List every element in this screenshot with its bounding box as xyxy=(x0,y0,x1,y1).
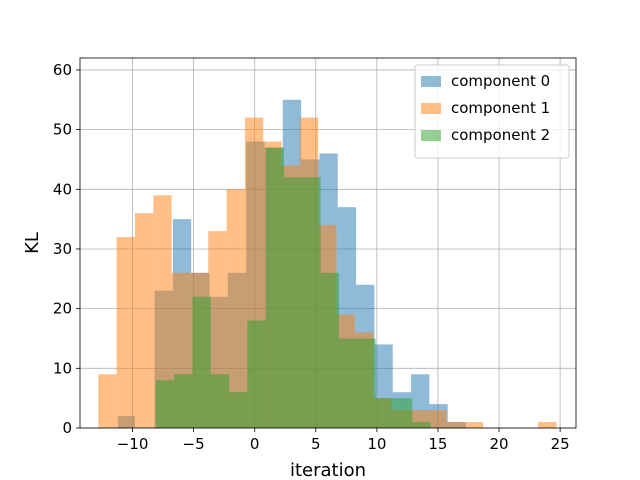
axis-ticks: −10 −5 0 5 10 15 20 25 0 10 20 30 40 50 60 xyxy=(53,61,570,453)
y-tick-label: 20 xyxy=(53,300,72,318)
legend-swatch xyxy=(421,103,441,114)
y-tick-label: 30 xyxy=(53,240,72,258)
series-2-bars xyxy=(155,147,431,429)
histogram-bar xyxy=(265,147,285,429)
x-tick-label: 20 xyxy=(489,435,508,453)
histogram-bar xyxy=(357,338,376,428)
histogram-bar xyxy=(428,410,447,428)
legend: component 0 component 1 component 2 xyxy=(414,64,570,159)
histogram-bar xyxy=(174,374,193,428)
y-tick-label: 40 xyxy=(53,180,72,198)
histogram-bar xyxy=(116,237,135,428)
x-tick-label: 5 xyxy=(311,435,321,453)
histogram-bar xyxy=(98,374,117,428)
histogram-bars xyxy=(98,99,557,429)
legend-label: component 1 xyxy=(451,99,550,117)
legend-items: component 0 component 1 component 2 xyxy=(421,72,550,144)
histogram-bar xyxy=(155,380,175,428)
x-axis-label: iteration xyxy=(290,460,366,480)
legend-box xyxy=(414,64,570,159)
histogram-bar xyxy=(375,398,394,428)
histogram-bar xyxy=(284,177,303,428)
legend-swatch xyxy=(421,130,441,141)
histogram-bar xyxy=(134,213,154,428)
histogram-bar xyxy=(412,422,431,428)
x-tick-label: 15 xyxy=(428,435,447,453)
histogram-bar xyxy=(302,177,321,428)
legend-label: component 0 xyxy=(451,72,550,90)
legend-label: component 2 xyxy=(451,126,550,144)
x-tick-label: −10 xyxy=(117,435,149,453)
x-tick-label: 25 xyxy=(551,435,570,453)
y-tick-label: 50 xyxy=(53,121,72,139)
legend-swatch xyxy=(421,76,441,87)
y-tick-label: 0 xyxy=(62,419,72,437)
histogram-bar xyxy=(538,422,557,428)
legend-item: component 2 xyxy=(421,126,550,144)
x-tick-label: 0 xyxy=(250,435,260,453)
y-tick-label: 10 xyxy=(53,359,72,377)
histogram-bar xyxy=(338,338,358,428)
y-tick-label: 60 xyxy=(53,61,72,79)
y-axis-label: KL xyxy=(22,232,43,254)
histogram-bar xyxy=(320,272,339,428)
histogram-bar xyxy=(153,195,172,428)
histogram-bar xyxy=(226,189,245,428)
histogram-bar xyxy=(229,392,248,428)
legend-item: component 1 xyxy=(421,99,550,117)
histogram-bar xyxy=(393,398,413,428)
histogram-bar xyxy=(192,296,211,428)
histogram-bar xyxy=(210,374,230,428)
legend-item: component 0 xyxy=(421,72,550,90)
histogram-bar xyxy=(446,422,465,428)
histogram-bar xyxy=(247,320,266,428)
x-tick-label: −5 xyxy=(183,435,205,453)
x-tick-label: 10 xyxy=(367,435,386,453)
histogram-bar xyxy=(464,422,484,428)
plot-frame xyxy=(79,57,577,429)
